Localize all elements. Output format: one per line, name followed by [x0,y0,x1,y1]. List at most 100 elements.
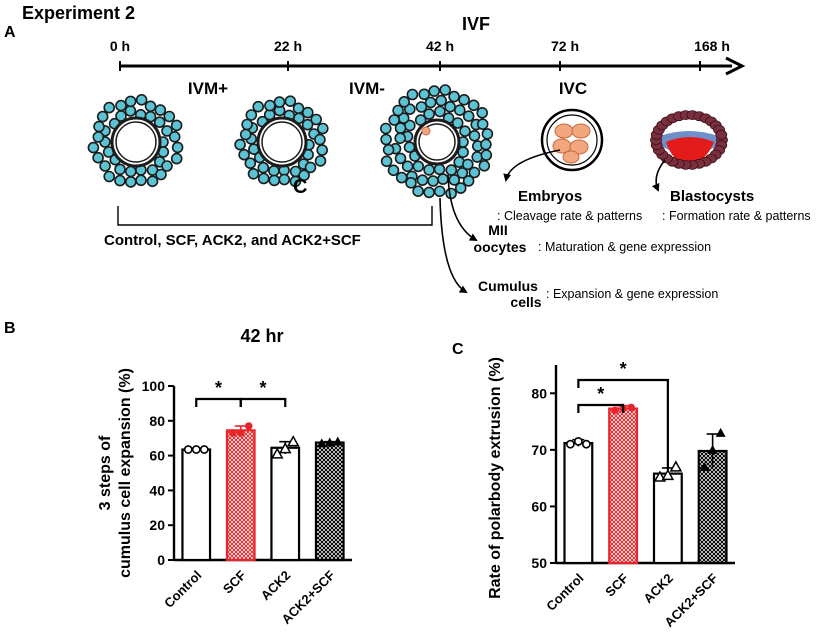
cumulus-cell [278,173,291,186]
significance-bracket [577,403,625,413]
panel-label-b: B [4,320,16,337]
bar-ack2-scf [314,441,345,562]
cumulus-cell [301,106,314,119]
cumulus-cell [257,161,270,174]
cumulus-cell [154,104,167,116]
cumulus-cell [170,119,183,132]
coc-illustration-2 [234,95,329,188]
significance-bracket [577,378,669,470]
category-label: ACK2 [258,568,294,604]
cumulus-cell [382,144,395,156]
cumulus-cell [387,164,400,177]
cumulus-cell [245,109,258,121]
tick-0h: 0 h [110,38,130,54]
mii-label-line1: MII [488,222,507,238]
bar-control [181,448,212,562]
arrow-to-cumulus-cells [439,197,468,294]
treatment-groups: Control, SCF, ACK2, and ACK2+SCF [104,232,361,249]
coc-illustration-1 [87,94,184,188]
cumulus-cell [99,160,111,172]
cumulus-desc: : Expansion & gene expression [546,287,718,301]
data-point [236,429,245,437]
cumulus-cell [433,185,446,198]
cumulus-cell [239,128,252,141]
arrow-to-embryos [503,149,561,182]
y-tick-label: 0 [157,552,165,568]
cumulus-cell [103,101,115,114]
cumulus-cell [412,160,425,173]
cumulus-cell [437,173,449,185]
arrow-to-mii-oocytes [447,174,478,242]
data-point [573,436,583,446]
cumulus-cell [247,168,260,180]
cumulus-cell [155,168,167,181]
timeline-arrowhead [725,56,746,76]
cumulus-cell [415,101,428,113]
cumulus-cell [394,122,407,134]
data-point [565,439,575,449]
cumulus-cell [445,164,458,176]
data-point [183,445,193,454]
tick-22h: 22 h [274,38,302,54]
cumulus-cell [316,144,329,156]
cumulus-cell [161,125,173,137]
coc-illustration-3 [379,84,494,200]
cumulus-cell [462,110,475,122]
bar-scf [608,407,639,565]
cumulus-cell [468,166,481,179]
significance-star: * [620,359,627,379]
cumulus-cell [153,116,166,128]
y-tick-label: 80 [149,413,165,429]
cumulus-cell [403,141,416,153]
y-tick-label: 100 [142,378,166,394]
cumulus-cell [170,152,183,165]
cumulus-cell [124,95,137,108]
cumulus-cell [161,160,173,172]
cumulus-cell [144,100,157,113]
data-point [611,406,619,415]
cumulus-cell [480,138,492,151]
cumulus-cell [304,161,317,174]
stage-ivm-minus: IVM- [349,79,385,98]
cumulus-cell [163,110,176,123]
blastocysts-title: Blastocysts [670,188,754,205]
cumulus-cell [401,160,414,173]
cumulus-cell [468,130,481,142]
oocyte [261,121,303,163]
cumulus-cell [394,132,407,144]
cell-mark-c: C [293,176,307,198]
cumulus-cell [310,113,323,126]
tick-168h: 168 h [694,38,730,54]
y-tick-label: 70 [531,442,547,458]
cumulus-cell [114,174,126,187]
cumulus-cell [268,174,281,187]
cumulus-cell [314,133,326,146]
cumulus-cell [481,128,494,140]
cumulus-cell [264,99,276,112]
cumulus-cell [171,141,184,154]
significance-star: * [215,378,222,398]
cumulus-cell [115,99,127,112]
cumulus-cell [405,177,417,189]
cumulus-cell [467,99,480,112]
cumulus-cell [93,120,105,133]
chart-b-ylabel-line2: cumulus cell expansion (%) [117,368,134,578]
tick-42h: 42 h [426,38,454,54]
cumulus-cell [257,172,270,185]
embryo-illustration [540,108,604,172]
chart-c-ylabel: Rate of polarbody extrusion (%) [487,357,504,599]
bar-ack2 [652,472,683,565]
cumulus-cell [453,104,466,116]
mii-label-line2: oocytes [474,239,527,255]
bar-control [563,441,594,565]
cumulus-cell [125,176,137,188]
y-tick-label: 60 [149,448,165,464]
cumulus-cell [388,114,401,126]
polar-body [421,126,431,136]
cumulus-label-line1: Cumulus [478,278,538,294]
data-point [324,437,335,447]
cumulus-cell [241,118,253,131]
cumulus-cell [124,105,137,117]
